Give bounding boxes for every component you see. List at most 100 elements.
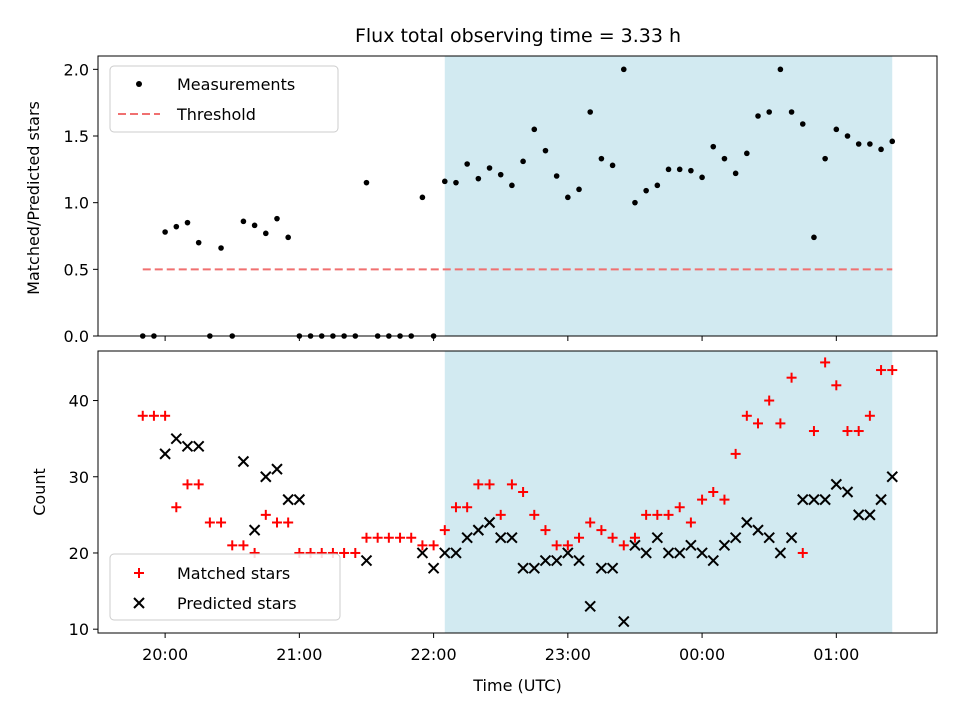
bottom-legend-box	[109, 553, 341, 621]
legend-predicted-stars-marker	[133, 597, 145, 609]
matched-star-point	[216, 517, 227, 528]
predicted-star-point	[886, 471, 898, 483]
x-axis-label: Time (UTC)	[472, 676, 561, 695]
x-tick-label: 01:00	[813, 645, 859, 664]
predicted-star-point	[237, 455, 250, 468]
predicted-star-point	[752, 524, 764, 536]
matched-star-point	[227, 540, 238, 551]
matched-star-point	[887, 365, 898, 376]
measurement-point	[363, 179, 370, 186]
matched-star-point	[753, 418, 764, 429]
predicted-star-point	[170, 432, 183, 445]
matched-star-point	[350, 547, 361, 558]
bottom-y-axis-label: Count	[30, 468, 49, 516]
measurement-point	[441, 178, 448, 185]
bottom-shaded-region	[444, 351, 893, 633]
matched-star-point	[506, 479, 517, 490]
predicted-star-point	[528, 562, 540, 574]
predicted-star-point	[248, 524, 261, 536]
matched-star-point	[708, 487, 719, 497]
predicted-star-point	[662, 547, 675, 559]
matched-star-point	[182, 479, 193, 490]
matched-star-point	[853, 426, 864, 437]
measurement-point	[844, 133, 851, 139]
predicted-star-point	[640, 547, 652, 559]
chart-title: Flux total observing time = 3.33 h	[355, 25, 681, 47]
x-tick-label: 00:00	[679, 645, 725, 664]
matched-star-point	[808, 426, 819, 437]
top-shaded-region	[444, 56, 893, 336]
measurement-point	[620, 66, 627, 73]
matched-star-point	[775, 418, 786, 429]
matched-star-point	[417, 540, 428, 551]
matched-star-point	[171, 502, 182, 513]
predicted-star-point	[260, 471, 272, 483]
matched-star-point	[271, 517, 282, 528]
predicted-star-point	[852, 509, 865, 521]
matched-star-point	[641, 509, 652, 520]
matched-star-point	[395, 532, 406, 543]
predicted-star-point	[517, 562, 529, 574]
measurement-point	[676, 166, 683, 173]
legend-matched-stars-marker	[134, 568, 144, 578]
measurement-point	[251, 222, 258, 229]
top-y-tick-label: 0.5	[64, 260, 89, 279]
top-y-tick-label: 0.0	[64, 327, 89, 346]
predicted-star-point	[808, 493, 820, 506]
matched-star-point	[551, 540, 562, 551]
measurement-point	[755, 113, 761, 119]
measurement-point	[632, 199, 638, 206]
matched-star-point	[831, 380, 842, 391]
matched-star-point	[786, 372, 797, 383]
predicted-star-point	[584, 600, 596, 613]
measurement-point	[195, 239, 202, 246]
matched-star-point	[540, 525, 551, 536]
measurement-point	[587, 109, 594, 115]
matched-star-point	[719, 494, 730, 505]
matched-star-point	[741, 410, 752, 421]
predicted-star-point	[841, 486, 854, 498]
matched-star-point	[618, 540, 629, 551]
measurement-point	[688, 167, 694, 174]
measurement-point	[732, 170, 739, 177]
bottom-y-tick-label: 10	[69, 620, 89, 639]
predicted-star-point	[461, 532, 473, 544]
matched-star-point	[193, 479, 204, 490]
top-y-axis-label: Matched/Predicted stars	[24, 101, 43, 295]
predicted-star-point	[472, 524, 485, 536]
predicted-star-point	[763, 532, 775, 544]
predicted-star-point	[293, 493, 306, 506]
measurement-point	[509, 182, 515, 189]
legend-measurements-marker	[136, 81, 142, 87]
measurement-point	[833, 126, 840, 133]
predicted-star-point	[729, 532, 742, 544]
measurement-point	[464, 161, 470, 167]
matched-star-point	[652, 509, 663, 520]
predicted-star-point	[192, 440, 205, 452]
predicted-star-point	[741, 516, 753, 529]
measurement-point	[486, 165, 493, 171]
matched-star-point	[820, 357, 831, 368]
measurement-point	[475, 175, 482, 182]
top-panel: 0.00.51.01.52.0 Matched/Predicted stars …	[24, 55, 938, 346]
predicted-star-point	[506, 532, 518, 544]
predicted-star-point	[495, 532, 507, 544]
matched-star-point	[529, 509, 540, 520]
matched-star-point	[697, 494, 708, 505]
predicted-star-point	[562, 547, 574, 559]
matched-star-point	[607, 532, 618, 543]
matched-star-point	[383, 532, 394, 543]
matched-star-point	[685, 517, 696, 528]
matched-star-point	[562, 540, 573, 551]
x-tick-label: 23:00	[545, 645, 591, 664]
predicted-star-point	[573, 554, 585, 567]
predicted-star-point	[595, 562, 608, 574]
measurement-point	[710, 143, 717, 150]
measurement-point	[665, 166, 672, 173]
measurement-point	[598, 155, 605, 162]
measurement-point	[766, 109, 772, 115]
measurement-point	[565, 194, 571, 201]
measurement-point	[263, 230, 269, 237]
predicted-star-point	[864, 509, 876, 521]
